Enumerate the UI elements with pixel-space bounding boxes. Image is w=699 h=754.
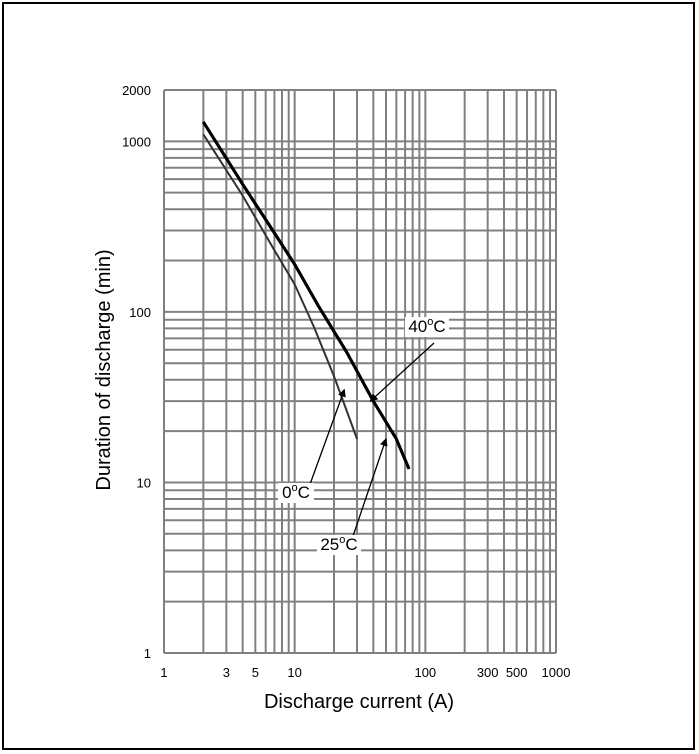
x-tick-label: 300 bbox=[477, 665, 499, 680]
annotation-label: 0oC bbox=[282, 482, 310, 502]
series-line-2 bbox=[202, 121, 411, 470]
series-group bbox=[202, 121, 411, 470]
annotations-group: 0oC 25oC 40oC bbox=[278, 316, 449, 555]
series-line-1 bbox=[202, 121, 411, 470]
y-tick-label: 1 bbox=[144, 646, 151, 661]
annotation-bg bbox=[405, 317, 449, 337]
x-tick-label: 3 bbox=[223, 665, 230, 680]
annotation-arrow bbox=[369, 342, 435, 402]
x-tick-label: 500 bbox=[506, 665, 528, 680]
annotation-label: 40oC bbox=[408, 316, 445, 336]
y-tick-label: 1000 bbox=[122, 134, 151, 149]
x-tick-label: 1000 bbox=[542, 665, 571, 680]
x-tick-label: 100 bbox=[414, 665, 436, 680]
x-axis-label: Discharge current (A) bbox=[264, 691, 454, 713]
x-tick-label: 1 bbox=[160, 665, 167, 680]
tick-labels: 1 3 5 10 100 300 500 1000 1 10 100 1000 2000 bbox=[122, 83, 570, 680]
grid-lines bbox=[163, 89, 557, 654]
annotation-bg bbox=[317, 535, 361, 555]
x-tick-label: 5 bbox=[252, 665, 259, 680]
annotation-bg bbox=[278, 483, 314, 503]
y-axis-label: Duration of discharge (min) bbox=[93, 249, 115, 490]
annotation-label: 25oC bbox=[320, 534, 357, 554]
annotation-arrow bbox=[351, 437, 388, 540]
y-tick-label: 2000 bbox=[122, 83, 151, 98]
x-tick-label: 10 bbox=[287, 665, 301, 680]
annotation-arrow bbox=[308, 388, 346, 488]
series-line-0 bbox=[202, 133, 358, 440]
y-tick-label: 10 bbox=[137, 475, 151, 490]
y-tick-label: 100 bbox=[129, 305, 151, 320]
